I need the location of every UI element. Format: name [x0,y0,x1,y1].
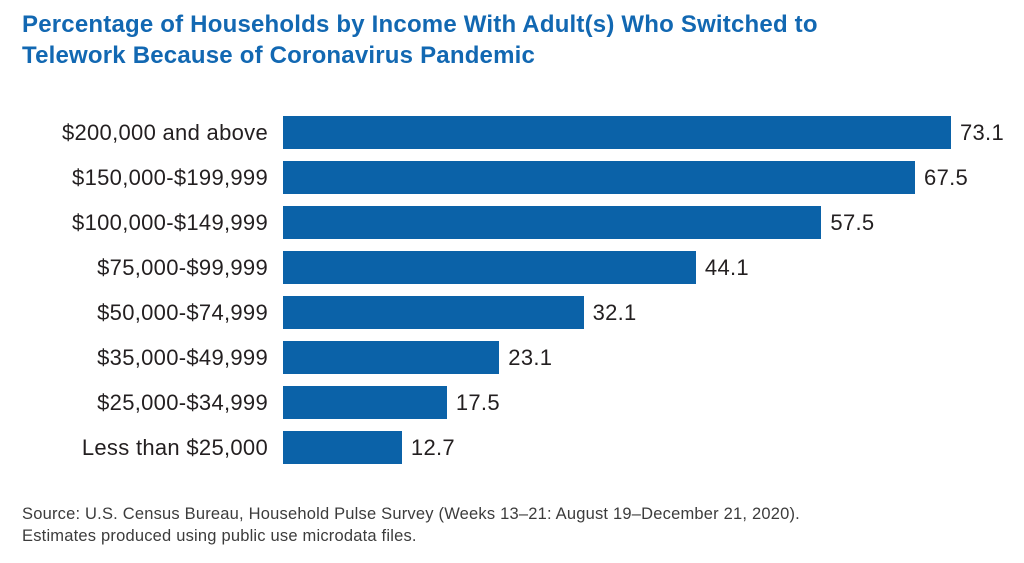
bar-row: $75,000-$99,999 44.1 [22,245,1004,290]
bar-row: $35,000-$49,999 23.1 [22,335,1004,380]
chart-title: Percentage of Households by Income With … [22,9,992,71]
bar-track: 32.1 [283,290,1004,335]
chart-title-line2: Telework Because of Coronavirus Pandemic [22,42,536,69]
bar-track: 73.1 [283,110,1004,155]
value-label: 44.1 [704,254,749,280]
category-label: $75,000-$99,999 [97,254,268,280]
source-note-line1: Source: U.S. Census Bureau, Household Pu… [22,505,800,523]
bar-chart: $200,000 and above 73.1 $150,000-$199,99… [22,110,1004,470]
bar-track: 57.5 [283,200,1004,245]
bar [283,386,447,419]
bar [283,341,500,374]
bar-track: 12.7 [283,425,1004,470]
category-label: $100,000-$149,999 [72,209,268,235]
value-label: 23.1 [508,344,553,370]
category-label: $50,000-$74,999 [97,299,268,325]
value-label: 17.5 [455,389,500,415]
bar-row: $100,000-$149,999 57.5 [22,200,1004,245]
category-label: $35,000-$49,999 [97,344,268,370]
bar-row: $150,000-$199,999 67.5 [22,155,1004,200]
value-label: 32.1 [592,299,637,325]
bar [283,431,402,464]
value-label: 67.5 [924,164,969,190]
bar-track: 44.1 [283,245,1004,290]
category-label: $200,000 and above [61,119,268,145]
value-label: 73.1 [959,119,1004,145]
bar [283,116,951,149]
bar-track: 67.5 [283,155,1004,200]
source-note: Source: U.S. Census Bureau, Household Pu… [22,503,1002,547]
bar [283,251,696,284]
bar-row: Less than $25,000 12.7 [22,425,1004,470]
chart-title-line1: Percentage of Households by Income With … [22,11,818,38]
source-note-line2: Estimates produced using public use micr… [22,527,417,545]
bar-row: $200,000 and above 73.1 [22,110,1004,155]
bar-track: 17.5 [283,380,1004,425]
bar [283,206,822,239]
value-label: 57.5 [830,209,875,235]
category-label: $25,000-$34,999 [97,389,268,415]
category-label: Less than $25,000 [81,434,268,460]
category-label: $150,000-$199,999 [72,164,268,190]
value-label: 12.7 [410,434,455,460]
bar [283,161,916,194]
bar-row: $25,000-$34,999 17.5 [22,380,1004,425]
bar-track: 23.1 [283,335,1004,380]
bar [283,296,584,329]
bar-row: $50,000-$74,999 32.1 [22,290,1004,335]
